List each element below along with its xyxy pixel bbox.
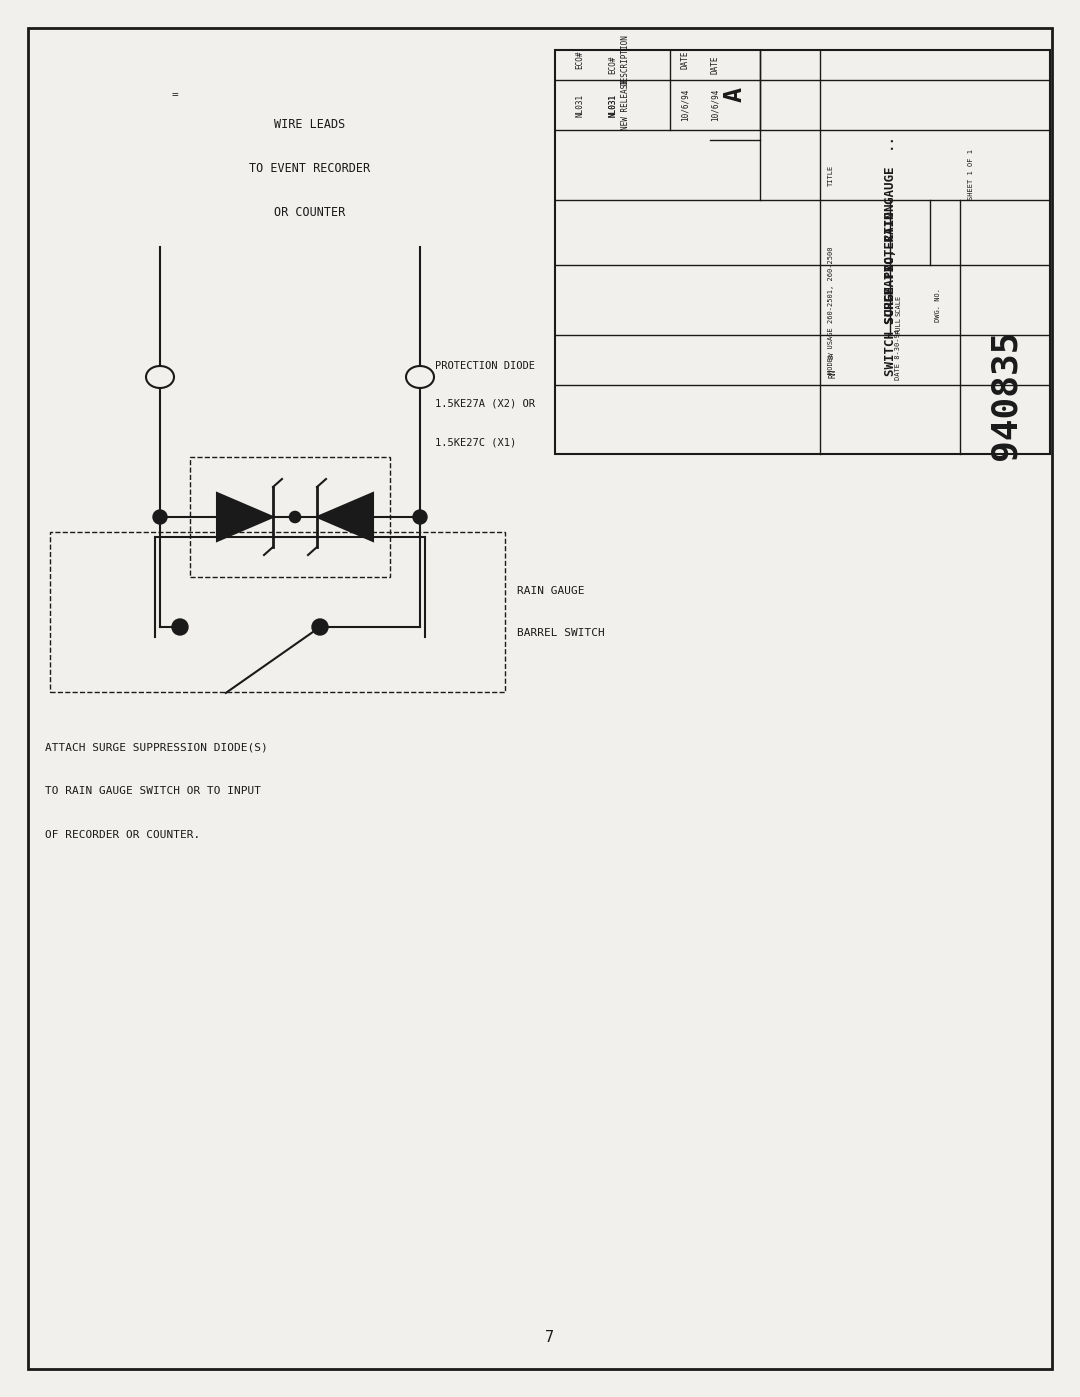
Text: 7: 7 (545, 1330, 554, 1344)
Text: DWG. NO.: DWG. NO. (935, 288, 941, 321)
Text: =: = (172, 89, 178, 101)
Text: DESCRIPTION: DESCRIPTION (621, 35, 630, 85)
Text: 1.5KE27A (X2) OR: 1.5KE27A (X2) OR (435, 400, 535, 409)
Bar (190, 457, 390, 577)
Text: DATE 8-30-94: DATE 8-30-94 (895, 330, 901, 380)
Text: ECO#: ECO# (576, 50, 584, 70)
Text: FULL: FULL (895, 317, 901, 334)
Circle shape (289, 511, 300, 522)
Text: SCHEMATIC, RAIN GAUGE  ..: SCHEMATIC, RAIN GAUGE .. (883, 137, 896, 324)
Text: WIRE LEADS: WIRE LEADS (274, 117, 346, 130)
Text: SWITCH SURGE PROTECTION: SWITCH SURGE PROTECTION (883, 204, 896, 376)
Text: 940835: 940835 (988, 330, 1022, 460)
Text: BY: BY (828, 351, 834, 359)
Text: OF RECORDER OR COUNTER.: OF RECORDER OR COUNTER. (45, 830, 200, 840)
Text: MODEL USAGE 260-2501, 260-2500: MODEL USAGE 260-2501, 260-2500 (828, 246, 834, 374)
Text: NL031: NL031 (608, 94, 617, 116)
Text: PROTECTION DIODE: PROTECTION DIODE (435, 360, 535, 372)
Polygon shape (318, 493, 373, 541)
Circle shape (172, 619, 188, 636)
Text: BARREL SWITCH: BARREL SWITCH (517, 629, 605, 638)
Circle shape (413, 510, 427, 524)
Text: A: A (723, 88, 747, 102)
Text: ECO#: ECO# (608, 56, 617, 74)
Text: TITLE: TITLE (828, 165, 834, 186)
Text: 1.5KE27C (X1): 1.5KE27C (X1) (435, 437, 516, 447)
Text: OR COUNTER: OR COUNTER (274, 205, 346, 218)
Text: 10/6/94: 10/6/94 (711, 89, 719, 122)
Text: ATTACH SURGE SUPPRESSION DIODE(S): ATTACH SURGE SUPPRESSION DIODE(S) (45, 742, 268, 752)
Bar (555, 50, 1050, 454)
Circle shape (153, 510, 167, 524)
Text: SHEET 1 OF 1: SHEET 1 OF 1 (968, 149, 974, 201)
Text: DATE: DATE (680, 50, 689, 70)
Text: RAIN GAUGE: RAIN GAUGE (517, 585, 584, 597)
Text: DATE: DATE (711, 56, 719, 74)
Polygon shape (217, 493, 273, 541)
Text: NEW RELEASE: NEW RELEASE (621, 80, 630, 130)
Bar (50, 532, 505, 692)
Text: NL031: NL031 (608, 94, 617, 116)
Text: 10/6/94: 10/6/94 (680, 89, 689, 122)
Text: TO EVENT RECORDER: TO EVENT RECORDER (249, 162, 370, 175)
Text: RN: RN (828, 369, 837, 377)
Text: TO RAIN GAUGE SWITCH OR TO INPUT: TO RAIN GAUGE SWITCH OR TO INPUT (45, 787, 261, 796)
Text: NL031: NL031 (576, 94, 584, 116)
Circle shape (312, 619, 328, 636)
Text: SCALE: SCALE (895, 295, 901, 316)
